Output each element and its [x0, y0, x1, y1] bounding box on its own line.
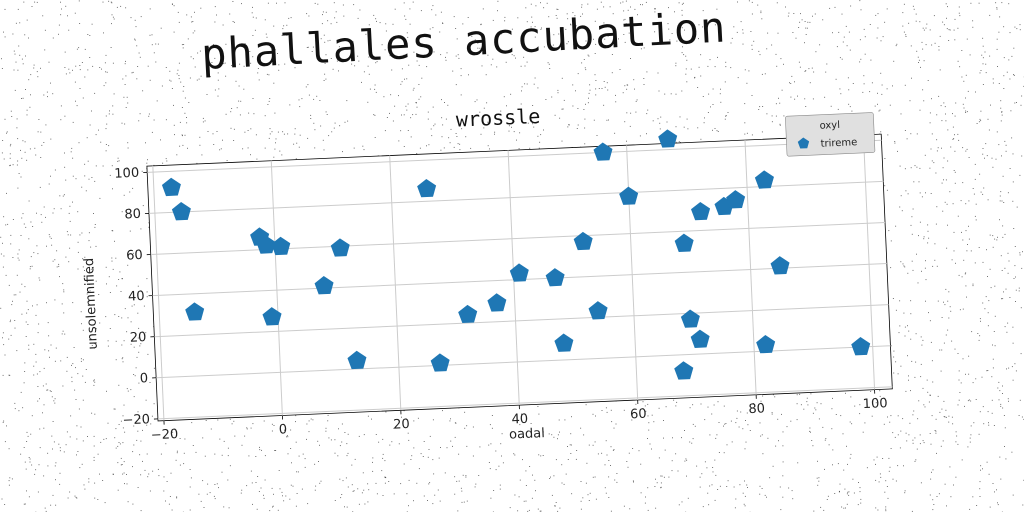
- y-tick-label: 20: [130, 330, 147, 346]
- scatter-point: [770, 256, 790, 275]
- scatter-point: [430, 353, 450, 372]
- scatter-point: [314, 276, 334, 295]
- x-tick-label: −20: [151, 427, 179, 443]
- y-tick-label: 0: [140, 371, 149, 386]
- scatter-point: [754, 170, 774, 189]
- legend-title: oxyl: [819, 120, 840, 132]
- x-tick-label: 100: [862, 396, 887, 412]
- y-axis-label: unsolemnified: [82, 258, 101, 350]
- scatter-point: [674, 361, 694, 380]
- scatter-point: [554, 333, 574, 352]
- scatter-point: [593, 142, 613, 161]
- x-tick-label: 20: [393, 417, 410, 433]
- y-tick-label: −20: [122, 412, 150, 428]
- scatter-point: [756, 334, 776, 354]
- scatter-point: [588, 301, 608, 320]
- x-tick-label: 60: [630, 407, 647, 423]
- y-gridline: [147, 139, 882, 173]
- scatter-point: [330, 238, 350, 257]
- x-gridline: [270, 160, 283, 416]
- scatter-point: [573, 231, 593, 251]
- grid: [147, 134, 893, 421]
- y-tick-label: 80: [124, 207, 141, 223]
- scatter-point: [417, 178, 437, 198]
- scatter-point: [347, 350, 367, 370]
- axis-ticks: −20 0 20 40 60 80 100 −20 0 20 40 60 80 100: [114, 166, 888, 444]
- scatter-point: [487, 293, 507, 312]
- scatter-point: [619, 186, 639, 205]
- scatter-point: [680, 309, 700, 328]
- legend: oxyl trireme: [785, 112, 876, 157]
- y-gridline: [157, 386, 893, 420]
- x-gridline: [744, 140, 757, 395]
- scatter-point: [185, 302, 205, 321]
- legend-box: [785, 112, 876, 157]
- scatter-point: [726, 190, 746, 209]
- scatter-point: [271, 236, 291, 256]
- legend-entry-label: trireme: [820, 137, 857, 150]
- scatter-point: [690, 201, 711, 221]
- x-gridline: [862, 134, 876, 390]
- scatter-point: [545, 268, 565, 287]
- scatter-point: [161, 177, 181, 197]
- x-tick-label: 80: [748, 401, 765, 417]
- x-gridline: [152, 165, 165, 421]
- scatter-point: [851, 337, 871, 356]
- y-tick-label: 60: [126, 248, 143, 264]
- scatter-point: [262, 307, 282, 326]
- scatter-point: [256, 235, 276, 254]
- chart-title: wrossle: [455, 104, 540, 132]
- x-axis-label: oadal: [509, 426, 545, 443]
- x-tick-label: 40: [511, 412, 528, 428]
- data-points: [161, 129, 871, 380]
- x-gridline: [389, 155, 402, 411]
- x-tick-label: 0: [279, 422, 288, 437]
- y-gridline: [154, 304, 889, 338]
- y-tick-label: 100: [114, 166, 139, 182]
- legend-marker-icon: [797, 137, 810, 149]
- scatter-point: [458, 304, 478, 324]
- scatter-point: [171, 202, 191, 221]
- scatter-point: [674, 233, 694, 252]
- scatter-point: [690, 329, 710, 348]
- scatter-point: [658, 129, 678, 148]
- y-tick-label: 40: [128, 289, 145, 305]
- scatter-point: [509, 263, 529, 282]
